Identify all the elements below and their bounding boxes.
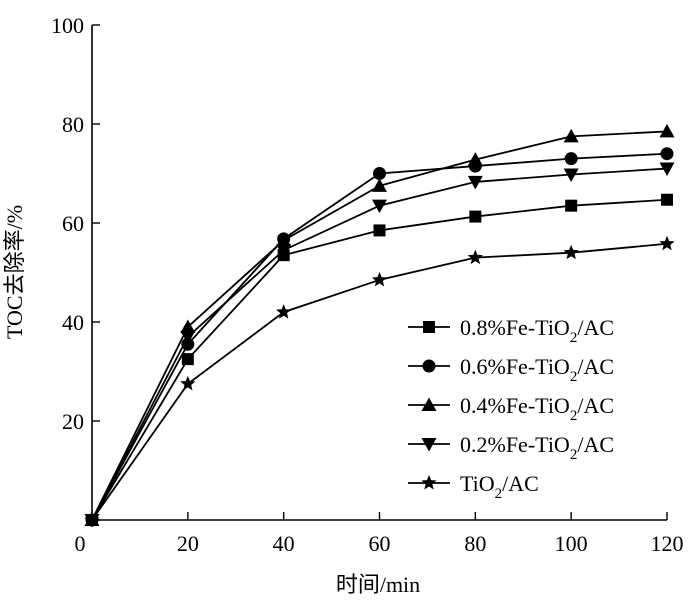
x-tick-label: 80	[464, 531, 486, 556]
y-tick-label: 20	[62, 409, 84, 434]
y-tick-label: 60	[62, 211, 84, 236]
legend: 0.8%Fe-TiO2/AC 0.6%Fe-TiO2/AC 0.4%Fe-TiO2/…	[408, 315, 614, 502]
data-point-circle	[660, 147, 674, 161]
data-point-square	[661, 193, 673, 206]
data-point-triangle-up	[659, 123, 675, 138]
x-axis-label: 时间/min	[336, 572, 420, 597]
data-point-square	[181, 353, 194, 366]
y-tick-label: 100	[51, 13, 84, 38]
x-tick-label: 20	[177, 531, 199, 556]
y-tick-label: 80	[62, 112, 84, 137]
series-group	[84, 123, 675, 528]
legend-label: 0.8%Fe-TiO2/AC	[460, 315, 614, 346]
data-point-triangle-down	[659, 162, 675, 177]
data-point-square	[469, 210, 482, 223]
data-point-star	[84, 512, 100, 527]
data-point-square	[565, 199, 578, 212]
legend-item: 0.4%Fe-TiO2/AC	[408, 393, 614, 424]
legend-marker-circle	[422, 359, 436, 373]
legend-label: 0.6%Fe-TiO2/AC	[460, 354, 614, 385]
series-triangle-down	[84, 162, 675, 528]
legend-marker-square	[423, 321, 435, 333]
x-tick-label: 120	[651, 531, 684, 556]
legend-item: 0.8%Fe-TiO2/AC	[408, 315, 614, 346]
legend-label: 0.4%Fe-TiO2/AC	[460, 393, 614, 424]
data-point-triangle-up	[467, 152, 483, 166]
data-point-star	[563, 244, 579, 260]
data-point-star	[276, 304, 292, 319]
legend-marker-triangle-down	[421, 438, 437, 452]
data-point-triangle-down	[276, 244, 292, 258]
x-tick-label: 40	[273, 531, 295, 556]
data-point-triangle-down	[372, 199, 387, 214]
y-tick-label: 40	[62, 310, 84, 335]
y-axis-label: TOC去除率/%	[2, 205, 27, 339]
data-point-circle	[373, 167, 386, 180]
data-point-star	[180, 375, 196, 391]
legend-label: TiO2/AC	[460, 471, 539, 502]
series-triangle-up	[84, 123, 675, 526]
data-point-triangle-down	[467, 175, 483, 190]
data-point-star	[371, 271, 388, 287]
data-point-triangle-up	[563, 128, 579, 143]
data-point-circle	[564, 152, 578, 166]
legend-label: 0.2%Fe-TiO2/AC	[460, 432, 614, 463]
x-axis-ticks: 0 20 40 60 80 100 120	[75, 512, 684, 556]
series-star	[84, 235, 675, 527]
data-point-triangle-down	[180, 330, 196, 345]
legend-item: TiO2/AC	[408, 471, 539, 502]
y-axis-ticks: 20 40 60 80 100	[51, 13, 100, 521]
data-point-star	[659, 235, 675, 251]
legend-item: 0.6%Fe-TiO2/AC	[408, 354, 614, 385]
data-point-star	[467, 249, 483, 265]
series-line	[91, 242, 668, 521]
x-tick-label: 0	[75, 531, 86, 556]
data-point-square	[373, 224, 386, 237]
data-point-triangle-down	[563, 168, 579, 182]
data-point-triangle-up	[276, 232, 292, 247]
legend-marker-triangle-up	[421, 397, 437, 411]
legend-marker-star	[421, 475, 437, 490]
x-tick-label: 60	[369, 531, 391, 556]
x-tick-label: 100	[555, 531, 588, 556]
data-point-triangle-up	[180, 319, 196, 333]
legend-item: 0.2%Fe-TiO2/AC	[408, 432, 614, 463]
data-point-triangle-up	[372, 178, 387, 192]
